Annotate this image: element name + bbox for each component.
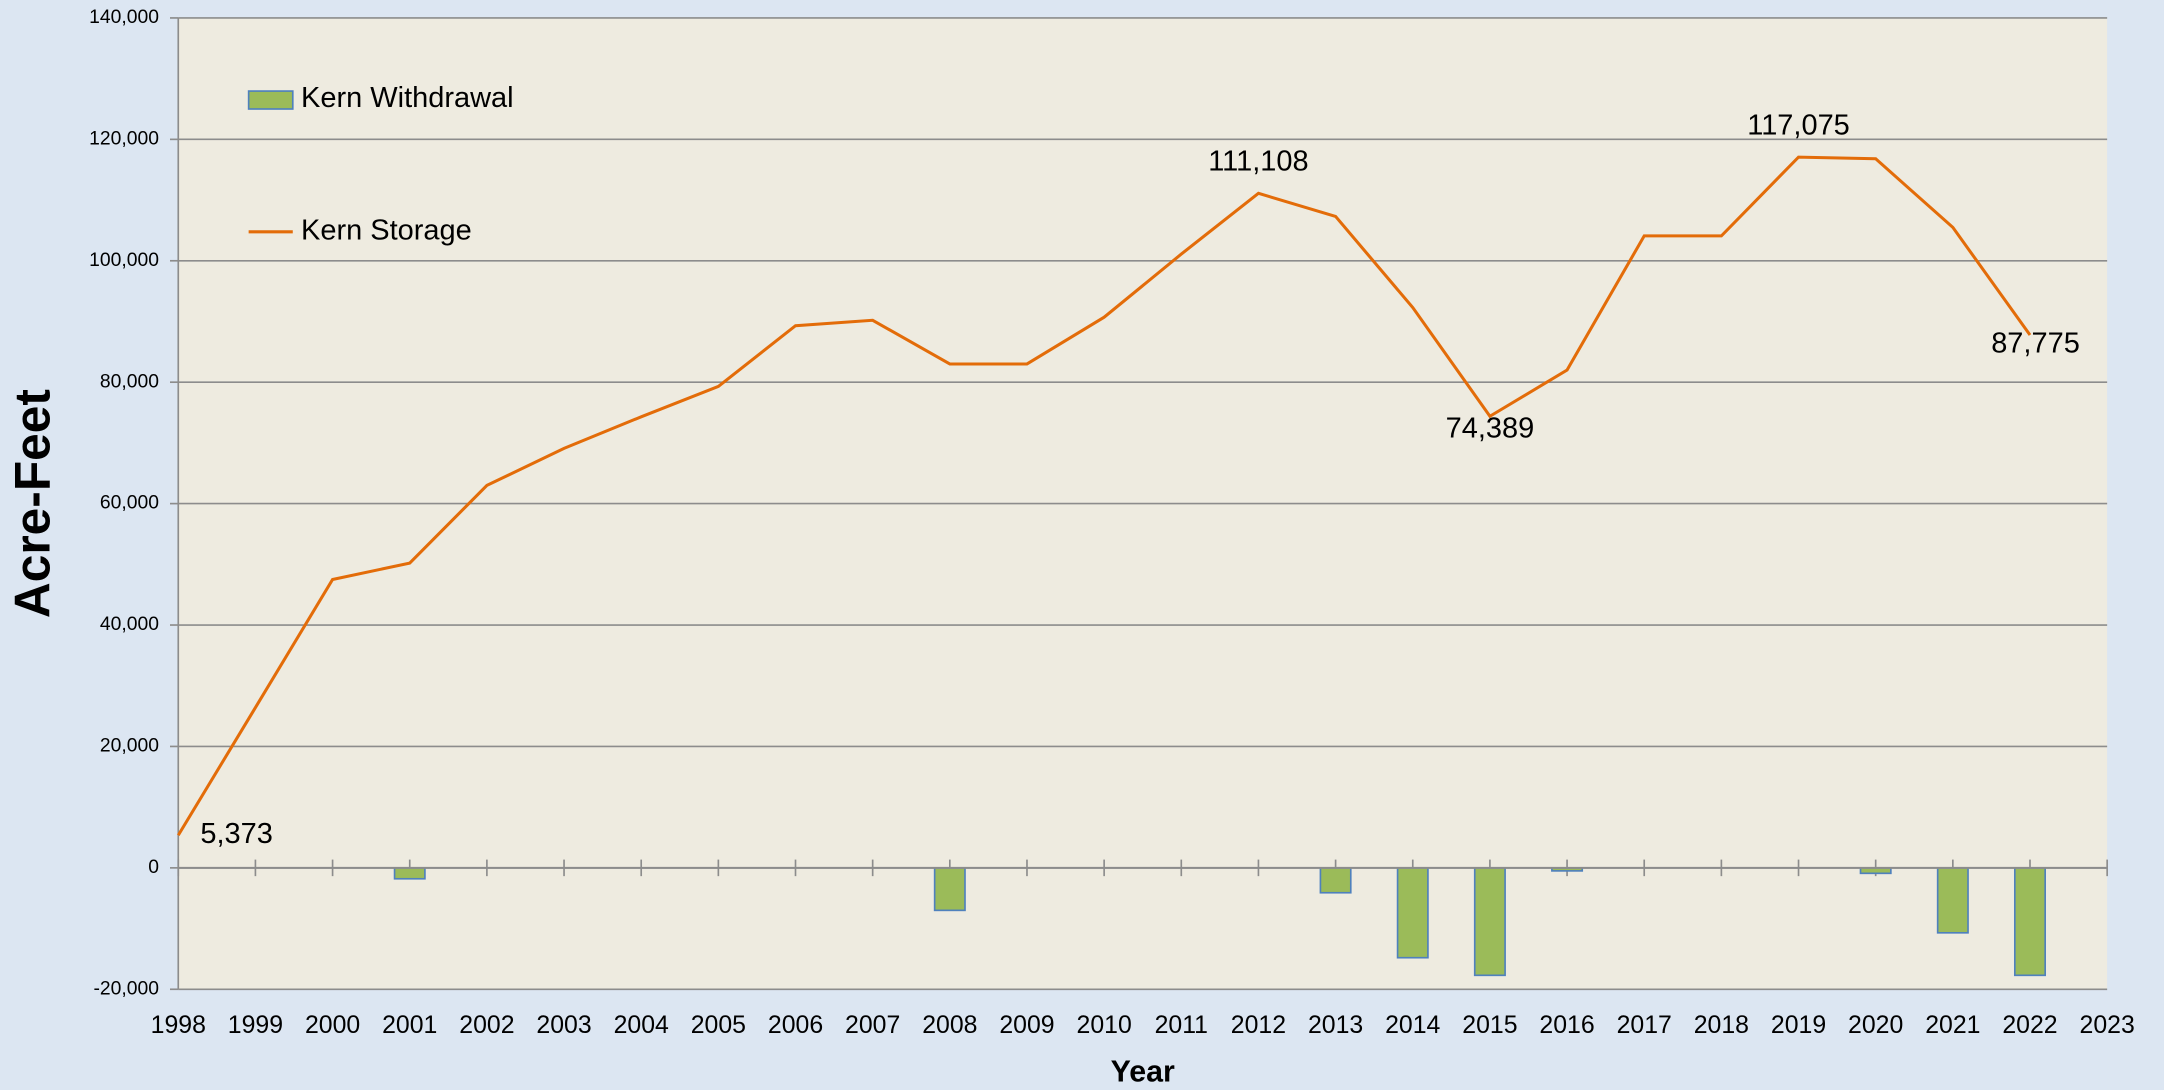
- x-tick-label: 2004: [614, 1012, 669, 1039]
- y-axis-title: Acre-Feet: [4, 389, 60, 618]
- y-tick-label: 0: [148, 857, 159, 878]
- x-tick-label: 2008: [922, 1012, 977, 1039]
- x-tick-label: 2003: [536, 1012, 591, 1039]
- legend-label: Kern Storage: [301, 214, 472, 246]
- y-tick-label: -20,000: [93, 978, 158, 999]
- y-tick-label: 80,000: [100, 371, 159, 392]
- bar: [933, 867, 966, 912]
- x-tick-label: 2006: [768, 1012, 823, 1039]
- x-tick-label: 2017: [1617, 1012, 1672, 1039]
- x-tick-label: 2009: [999, 1012, 1054, 1039]
- x-tick-label: 2007: [845, 1012, 900, 1039]
- bar: [1473, 867, 1506, 977]
- bar: [2013, 867, 2047, 977]
- bar: [1396, 867, 1429, 959]
- x-tick-label: 2012: [1231, 1012, 1286, 1039]
- y-tick-label: 100,000: [89, 250, 159, 271]
- data-label: 74,389: [1446, 413, 1535, 445]
- x-tick-label: 2014: [1385, 1012, 1440, 1039]
- legend-swatch: [247, 90, 294, 110]
- y-tick-label: 140,000: [89, 7, 159, 28]
- x-tick-label: 2019: [1771, 1012, 1826, 1039]
- x-tick-label: 2022: [2002, 1012, 2057, 1039]
- x-tick-label: 1999: [228, 1012, 283, 1039]
- x-axis-title: Year: [1111, 1055, 1175, 1088]
- y-tick-label: 20,000: [100, 736, 159, 757]
- bar: [393, 867, 426, 880]
- y-tick-label: 40,000: [100, 614, 159, 635]
- data-label: 5,373: [200, 818, 273, 850]
- y-tick-label: 60,000: [100, 493, 159, 514]
- x-tick-label: 2001: [382, 1012, 437, 1039]
- x-tick-label: 2021: [1925, 1012, 1980, 1039]
- bar: [1319, 867, 1352, 894]
- x-tick-label: 2015: [1462, 1012, 1517, 1039]
- x-tick-label: 1998: [151, 1012, 206, 1039]
- x-tick-label: 2023: [2080, 1012, 2135, 1039]
- x-tick-label: 2011: [1155, 1012, 1208, 1039]
- x-tick-label: 2000: [305, 1012, 360, 1039]
- line: [176, 155, 2032, 837]
- x-tick-label: 2005: [691, 1012, 746, 1039]
- data-label: 117,075: [1747, 109, 1850, 141]
- x-tick-label: 2016: [1539, 1012, 1594, 1039]
- x-tick-label: 2013: [1308, 1012, 1363, 1039]
- data-label: 111,108: [1208, 146, 1308, 178]
- legend-label: Kern Withdrawal: [301, 82, 514, 114]
- data-label: 87,775: [1991, 327, 2080, 359]
- y-tick-label: 120,000: [89, 128, 159, 149]
- bar: [1936, 867, 1969, 934]
- x-tick-label: 2010: [1077, 1012, 1132, 1039]
- x-tick-label: 2002: [459, 1012, 514, 1039]
- x-tick-label: 2018: [1694, 1012, 1749, 1039]
- x-tick-label: 2020: [1848, 1012, 1903, 1039]
